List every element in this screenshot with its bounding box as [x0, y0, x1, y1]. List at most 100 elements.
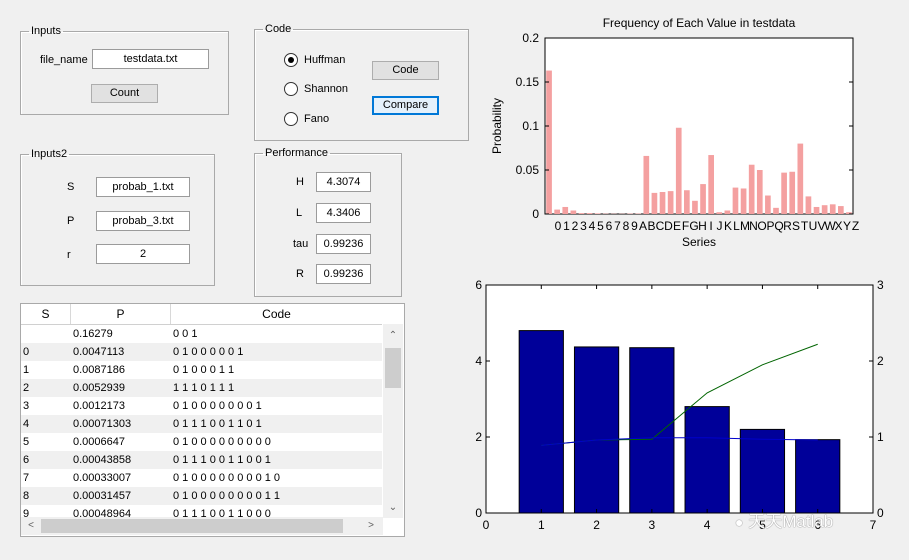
- bar: [781, 172, 787, 214]
- bar: [789, 171, 796, 214]
- r-perf-value: 0.99236: [316, 264, 371, 284]
- fano-radio[interactable]: [284, 112, 298, 126]
- cell-s[interactable]: 5: [23, 436, 30, 448]
- x-tick-label: 2: [593, 518, 600, 530]
- y2-tick-label: 3: [877, 278, 884, 292]
- y-tick-label: 4: [475, 354, 482, 368]
- table-row[interactable]: 4 0.00071303 0 1 1 1 0 0 1 1 0 1: [21, 415, 382, 433]
- cell-p[interactable]: 0.0006647: [73, 436, 125, 448]
- inputs-legend: Inputs: [31, 25, 61, 37]
- x-tick-label: 0: [483, 518, 490, 530]
- horizontal-scroll-thumb[interactable]: [41, 519, 343, 533]
- cell-code[interactable]: 0 1 0 0 0 0 0 0 0 0 1 0: [173, 472, 281, 484]
- table-row[interactable]: 2 0.0052939 1 1 1 0 1 1 1: [21, 379, 382, 397]
- y-tick-label: 0.2: [522, 31, 539, 45]
- table-row[interactable]: 0 0.0047113 0 1 0 0 0 0 0 1: [21, 343, 382, 361]
- cell-code[interactable]: 0 1 1 1 0 0 1 1 0 1: [173, 418, 262, 430]
- cell-s[interactable]: 4: [23, 418, 30, 430]
- inputs2-panel: Inputs2: [20, 148, 215, 286]
- cell-p[interactable]: 0.00033007: [73, 472, 132, 484]
- r-input[interactable]: 2: [96, 244, 190, 264]
- cell-p[interactable]: 0.16279: [73, 328, 113, 340]
- table-row[interactable]: 5 0.0006647 0 1 0 0 0 0 0 0 0 0 0: [21, 433, 382, 451]
- cell-s[interactable]: 0: [23, 346, 30, 358]
- bar: [773, 207, 779, 214]
- header-code[interactable]: Code: [262, 307, 291, 321]
- table-row[interactable]: 0.16279 0 0 1: [21, 325, 382, 343]
- x-tick-label: R: [783, 219, 792, 233]
- table-row[interactable]: 6 0.00043858 0 1 1 1 0 0 1 1 0 0 1: [21, 451, 382, 469]
- p-input[interactable]: probab_3.txt: [96, 211, 190, 231]
- x-tick-label: H: [698, 219, 707, 233]
- cell-s[interactable]: 2: [23, 382, 30, 394]
- horizontal-scrollbar[interactable]: < >: [21, 517, 383, 535]
- x-tick-label: P: [766, 219, 774, 233]
- h-label: H: [296, 176, 304, 188]
- cell-code[interactable]: 0 1 0 0 0 0 0 0 0 0 1 1: [173, 490, 281, 502]
- cell-s[interactable]: 6: [23, 454, 30, 466]
- scroll-left-icon[interactable]: <: [28, 520, 34, 531]
- bar: [756, 170, 763, 214]
- scroll-right-icon[interactable]: >: [368, 520, 374, 531]
- y-tick-label: 6: [475, 278, 482, 292]
- performance-panel: Performance: [254, 147, 402, 297]
- chart-title: Frequency of Each Value in testdata: [603, 16, 796, 30]
- cell-s[interactable]: 9: [23, 508, 30, 520]
- cell-code[interactable]: 0 1 0 0 0 0 0 0 0 0 0: [173, 436, 271, 448]
- code-table[interactable]: S P Code 0.16279 0 0 1 0 0.0047113 0 1 0 0 0…: [20, 303, 405, 537]
- x-tick-label: 6: [606, 219, 613, 233]
- header-s[interactable]: S: [21, 304, 71, 324]
- bar: [594, 213, 601, 214]
- shannon-radio[interactable]: [284, 82, 298, 96]
- scroll-up-icon[interactable]: ⌃: [388, 330, 398, 341]
- y-tick-label: 2: [475, 430, 482, 444]
- cell-code[interactable]: 0 1 1 1 0 0 1 1 0 0 1: [173, 454, 271, 466]
- table-row[interactable]: 1 0.0087186 0 1 0 0 0 1 1: [21, 361, 382, 379]
- series-line: [541, 437, 818, 446]
- cell-s[interactable]: 7: [23, 472, 30, 484]
- compare-button[interactable]: Compare: [372, 96, 439, 115]
- cell-code[interactable]: 0 1 0 0 0 0 0 1: [173, 346, 244, 358]
- bar: [739, 428, 786, 514]
- bar: [586, 213, 593, 214]
- cell-code[interactable]: 0 1 0 0 0 0 0 0 0 1: [173, 400, 262, 412]
- cell-p[interactable]: 0.0087186: [73, 364, 125, 376]
- vertical-scrollbar[interactable]: ⌃ ⌄: [383, 324, 403, 518]
- code-button[interactable]: Code: [372, 61, 439, 80]
- count-button[interactable]: Count: [91, 84, 158, 103]
- file-name-label: file_name: [40, 54, 88, 66]
- vertical-scroll-thumb[interactable]: [385, 348, 401, 388]
- x-tick-label: 2: [572, 219, 579, 233]
- x-tick-label: X: [834, 219, 842, 233]
- scroll-down-icon[interactable]: ⌄: [388, 502, 398, 513]
- cell-p[interactable]: 0.0047113: [73, 346, 125, 358]
- y-axis-label: Probability: [490, 98, 504, 154]
- cell-s[interactable]: 3: [23, 400, 30, 412]
- y2-tick-label: 1: [877, 430, 884, 444]
- table-row[interactable]: 7 0.00033007 0 1 0 0 0 0 0 0 0 0 1 0: [21, 469, 382, 487]
- cell-p[interactable]: 0.0012173: [73, 400, 125, 412]
- r-perf-label: R: [296, 268, 304, 280]
- header-p[interactable]: P: [71, 304, 171, 324]
- cell-s[interactable]: 8: [23, 490, 30, 502]
- file-name-input[interactable]: testdata.txt: [92, 49, 209, 69]
- bar: [675, 127, 682, 214]
- cell-p[interactable]: 0.0052939: [73, 382, 125, 394]
- cell-code[interactable]: 0 0 1: [173, 328, 198, 340]
- x-tick-label: N: [749, 219, 758, 233]
- cell-code[interactable]: 1 1 1 0 1 1 1: [173, 382, 235, 394]
- cell-p[interactable]: 0.00031457: [73, 490, 132, 502]
- watermark-text: 天天Matlab: [748, 512, 834, 531]
- x-tick-label: A: [639, 219, 647, 233]
- cell-p[interactable]: 0.00043858: [73, 454, 132, 466]
- fano-label: Fano: [304, 113, 330, 125]
- table-row[interactable]: 3 0.0012173 0 1 0 0 0 0 0 0 0 1: [21, 397, 382, 415]
- s-input[interactable]: probab_1.txt: [96, 177, 190, 197]
- cell-s[interactable]: 1: [23, 364, 30, 376]
- table-row[interactable]: 8 0.00031457 0 1 0 0 0 0 0 0 0 0 1 1: [21, 487, 382, 505]
- cell-p[interactable]: 0.00071303: [73, 418, 132, 430]
- cell-code[interactable]: 0 1 0 0 0 1 1: [173, 364, 235, 376]
- huffman-radio[interactable]: [284, 53, 298, 67]
- bar: [643, 155, 650, 214]
